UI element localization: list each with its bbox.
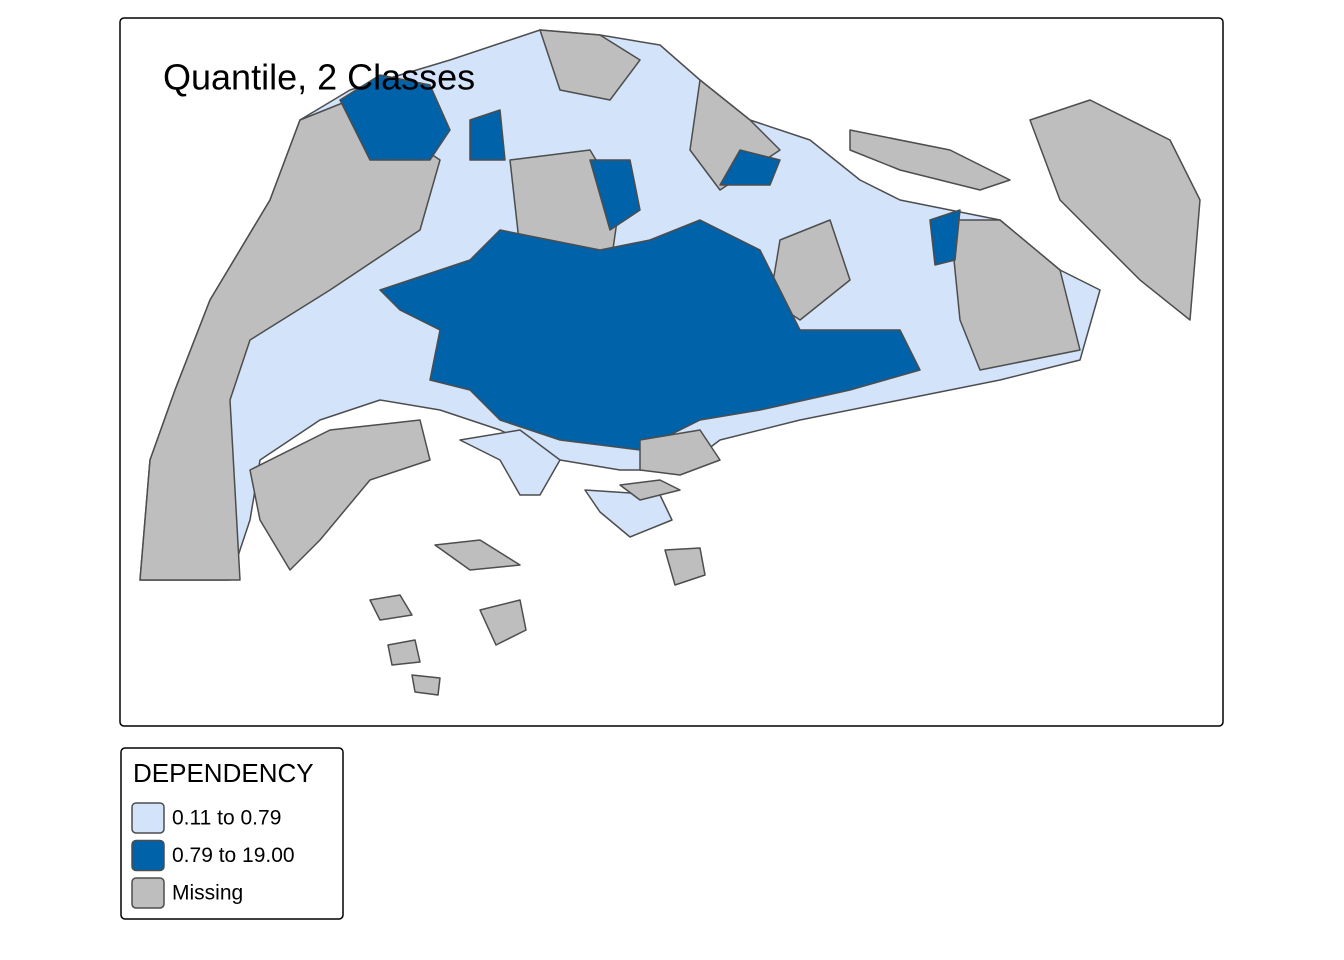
legend: 0.11 to 0.79 0.79 to 19.00 Missing — [131, 802, 295, 909]
legend-label: 0.79 to 19.00 — [172, 844, 295, 867]
legend-title: DEPENDENCY — [133, 758, 314, 788]
region — [949, 219, 1081, 371]
region — [719, 149, 781, 186]
region — [619, 479, 681, 501]
region — [379, 219, 921, 451]
region — [339, 74, 451, 161]
region — [849, 129, 1011, 191]
region — [411, 674, 441, 696]
region — [639, 429, 721, 476]
legend-label: Missing — [172, 882, 243, 905]
region — [249, 419, 431, 571]
region — [469, 109, 506, 161]
region — [589, 159, 641, 231]
region — [369, 594, 413, 621]
legend-swatch — [131, 877, 165, 909]
region — [664, 547, 706, 586]
legend-swatch — [131, 802, 165, 834]
legend-swatch — [131, 839, 165, 872]
region — [387, 639, 421, 666]
legend-frame — [120, 747, 344, 920]
region — [459, 429, 561, 496]
region — [539, 29, 641, 101]
map — [139, 29, 1201, 696]
region — [929, 209, 961, 266]
region — [434, 539, 521, 571]
region — [1029, 99, 1201, 321]
map-title: Quantile, 2 Classes — [163, 57, 475, 98]
region — [479, 599, 527, 646]
legend-label: 0.11 to 0.79 — [172, 807, 281, 830]
